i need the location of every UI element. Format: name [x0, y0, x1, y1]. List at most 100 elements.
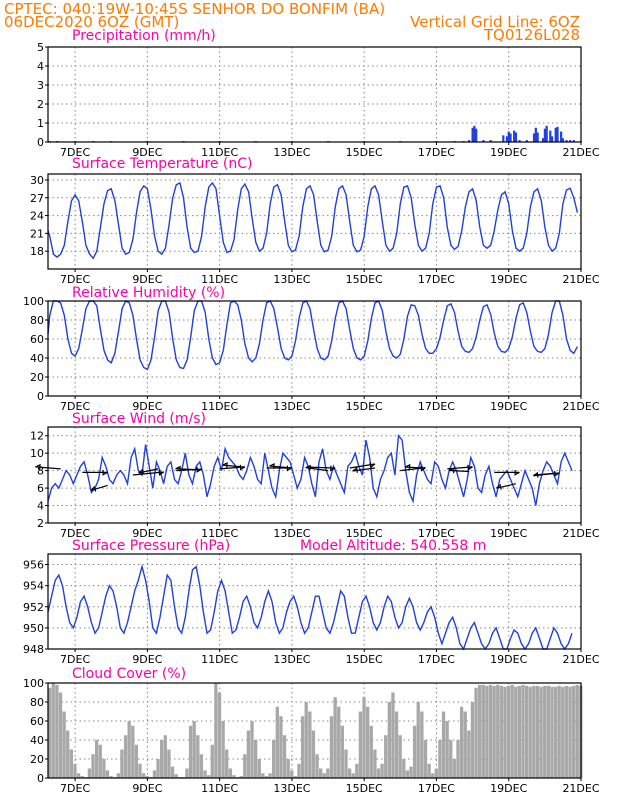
- wind-arrow-shaft: [138, 468, 159, 474]
- y-tick-label: 20: [30, 371, 44, 384]
- cloud-bar: [156, 759, 160, 778]
- cloud-bar: [456, 740, 460, 778]
- cloud-bar: [304, 702, 308, 778]
- x-tick-label: 19DEC: [490, 400, 527, 413]
- x-tick-label: 7DEC: [60, 146, 90, 159]
- cloud-bar: [123, 735, 128, 778]
- cloud-bar: [51, 683, 55, 778]
- cloud-bar: [127, 721, 131, 778]
- wind-arrow-shaft: [175, 468, 198, 471]
- surface-wind-title: Surface Wind (m/s): [72, 411, 206, 427]
- precip-bar: [525, 140, 528, 142]
- y-tick-label: 60: [30, 715, 44, 728]
- header-station: CPTEC: 040:19W-10:45S SENHOR DO BONFIM (…: [4, 0, 385, 18]
- precip-bar: [556, 126, 559, 142]
- x-tick-label: 17DEC: [418, 653, 455, 666]
- wind-arrow-head: [554, 470, 560, 477]
- x-tick-label: 11DEC: [201, 782, 238, 795]
- x-tick-label: 7DEC: [60, 400, 90, 413]
- cloud-bar: [167, 749, 171, 778]
- x-tick-label: 15DEC: [346, 400, 383, 413]
- cloud-bar: [326, 768, 330, 778]
- panel-frame: [47, 46, 582, 143]
- cloud-bar: [431, 773, 435, 778]
- cloud-bar: [141, 773, 146, 778]
- x-tick-label: 9DEC: [132, 400, 162, 413]
- cloud-bar: [73, 763, 77, 778]
- cloud-bar: [427, 763, 431, 778]
- cloud-bar: [362, 697, 366, 778]
- y-tick-label: 80: [30, 314, 44, 327]
- y-tick-label: 0: [37, 772, 44, 785]
- cloud-bar: [478, 684, 482, 778]
- precip-bar: [560, 131, 563, 142]
- wind-arrow-head: [514, 470, 520, 476]
- x-tick-label: 7DEC: [60, 273, 90, 286]
- cloud-bar: [225, 749, 229, 778]
- surface-temperature-title: Surface Temperature (nC): [72, 156, 253, 172]
- wind-arrow-head: [532, 471, 539, 478]
- cloud-bar: [308, 711, 312, 778]
- wind-arrow-shaft: [496, 483, 517, 489]
- wind-arrow-shaft: [132, 471, 164, 476]
- cloud-bar: [109, 776, 113, 778]
- y-tick-label: 0: [37, 136, 44, 149]
- x-tick-label: 7DEC: [60, 527, 90, 540]
- cloud-bar: [282, 735, 287, 778]
- y-tick-label: 950: [23, 622, 44, 635]
- x-tick-label: 19DEC: [490, 273, 527, 286]
- cloud-bar: [358, 711, 363, 778]
- wind-arrow-head: [449, 467, 455, 474]
- cloud-bar: [300, 716, 305, 778]
- x-tick-label: 17DEC: [418, 273, 455, 286]
- cloud-bar: [402, 759, 406, 778]
- cloud-bar: [188, 725, 193, 778]
- y-tick-label: 0: [37, 390, 44, 403]
- wind-arrow-head: [35, 463, 41, 470]
- cloud-bar: [568, 686, 572, 778]
- x-tick-label: 15DEC: [346, 653, 383, 666]
- x-tick-label: 11DEC: [201, 653, 238, 666]
- cloud-bar: [94, 740, 99, 778]
- cloud-bar: [369, 725, 373, 778]
- precip-bar: [554, 127, 557, 142]
- y-tick-label: 948: [23, 643, 44, 656]
- cloud-bar: [564, 685, 569, 778]
- x-tick-label: 11DEC: [201, 273, 238, 286]
- wind-arrow-head: [330, 465, 336, 472]
- precip-bar: [509, 133, 512, 142]
- cloud-bar: [384, 735, 388, 778]
- cloud-bar: [116, 773, 120, 778]
- wind-arrow-shaft: [533, 472, 556, 477]
- wind-arrow-head: [90, 485, 97, 492]
- cloud-bar: [470, 702, 475, 778]
- x-tick-label: 9DEC: [132, 273, 162, 286]
- wind-arrow-head: [138, 468, 144, 475]
- y-tick-label: 10: [30, 447, 44, 460]
- cloud-bar: [474, 687, 478, 778]
- cloud-bar: [481, 684, 485, 778]
- cloud-bar: [203, 770, 207, 778]
- precip-bar: [541, 138, 545, 142]
- cloud-bar: [376, 768, 381, 778]
- x-tick-label: 21DEC: [562, 273, 599, 286]
- y-tick-label: 952: [23, 601, 44, 614]
- wind-arrow-shaft: [222, 464, 245, 468]
- x-tick-label: 7DEC: [60, 782, 90, 795]
- cloud-bar: [550, 686, 554, 778]
- cloud-bar: [293, 776, 298, 778]
- cloud-bar: [535, 685, 540, 778]
- precip-bar: [475, 128, 478, 142]
- precip-bar: [572, 140, 575, 142]
- y-tick-label: 12: [30, 430, 44, 443]
- cloud-bar: [272, 740, 276, 778]
- precip-bar: [513, 130, 516, 142]
- cloud-bar: [409, 766, 413, 778]
- cloud-bar: [524, 685, 529, 778]
- x-tick-label: 9DEC: [132, 653, 162, 666]
- precip-bar: [536, 132, 539, 142]
- cloud-bar: [514, 686, 518, 778]
- precipitation-title: Precipitation (mm/h): [72, 28, 216, 44]
- y-tick-label: 40: [30, 734, 44, 747]
- cloud-bar: [228, 768, 232, 778]
